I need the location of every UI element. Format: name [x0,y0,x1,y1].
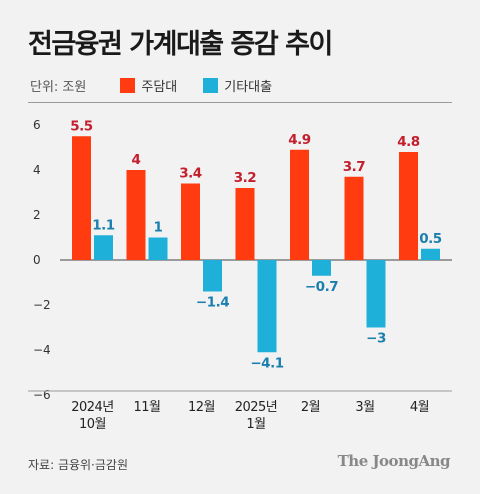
bar-mortgage [399,152,418,260]
x-tick-label: 12월 [188,400,215,415]
x-tick-label: 4월 [410,400,429,415]
bar-other [257,260,277,353]
y-tick-label: −4 [33,343,51,357]
y-tick-label: 6 [33,118,41,132]
data-label-mortgage: 3.2 [234,170,257,186]
header-divider [28,102,452,103]
bar-other [421,248,440,260]
bar-mortgage [72,136,91,260]
legend: 단위: 조원 주담대 기타대출 [30,76,298,95]
unit-label: 단위: 조원 [30,80,87,95]
y-tick-label: −6 [33,388,51,402]
bar-other [148,237,168,260]
legend-item-mortgage: 주담대 [120,76,177,95]
x-tick-label: 11월 [133,400,160,415]
bar-other [203,260,222,292]
data-label-mortgage: 4.8 [397,134,420,150]
data-label-other: 1.1 [92,217,115,233]
x-tick-label: 2025년 [235,400,278,415]
brand-logo: The JoongAng [337,452,451,470]
legend-label-other: 기타대출 [224,80,273,95]
x-tick-label: 2월 [301,400,320,415]
data-label-other: −4.1 [250,355,283,371]
x-tick-label: 1월 [246,417,265,432]
y-tick-label: 4 [33,163,41,177]
x-tick-label: 3월 [355,400,374,415]
data-label-mortgage: 4 [132,152,141,168]
data-label-mortgage: 4.9 [288,132,311,148]
bar-other [312,260,331,276]
legend-label-mortgage: 주담대 [141,80,178,95]
x-tick-label: 2024년 [71,400,114,415]
data-label-other: −1.4 [196,295,229,311]
data-label-mortgage: 3.7 [343,159,366,175]
y-tick-label: 2 [33,208,41,222]
data-label-mortgage: 3.4 [179,166,202,182]
legend-swatch-other [203,78,219,93]
bar-mortgage [344,176,364,260]
chart-title: 전금융권 가계대출 증감 추이 [28,29,333,60]
data-label-other: −3 [366,331,386,347]
bar-other [366,260,386,328]
bar-mortgage [235,188,255,260]
bar-mortgage [181,183,200,260]
x-tick-label: 10월 [79,417,106,432]
data-label-other: 0.5 [419,231,442,247]
bar-other [94,235,113,260]
data-label-other: 1 [154,220,163,236]
bar-mortgage [290,149,309,260]
legend-swatch-mortgage [120,78,136,93]
bar-mortgage [126,170,146,260]
source-note: 자료: 금융위·금감원 [28,458,128,472]
data-label-other: −0.7 [305,279,338,295]
y-tick-label: −2 [33,298,51,312]
y-tick-label: 0 [33,253,41,267]
legend-item-other: 기타대출 [203,76,272,95]
data-label-mortgage: 5.5 [70,118,93,134]
